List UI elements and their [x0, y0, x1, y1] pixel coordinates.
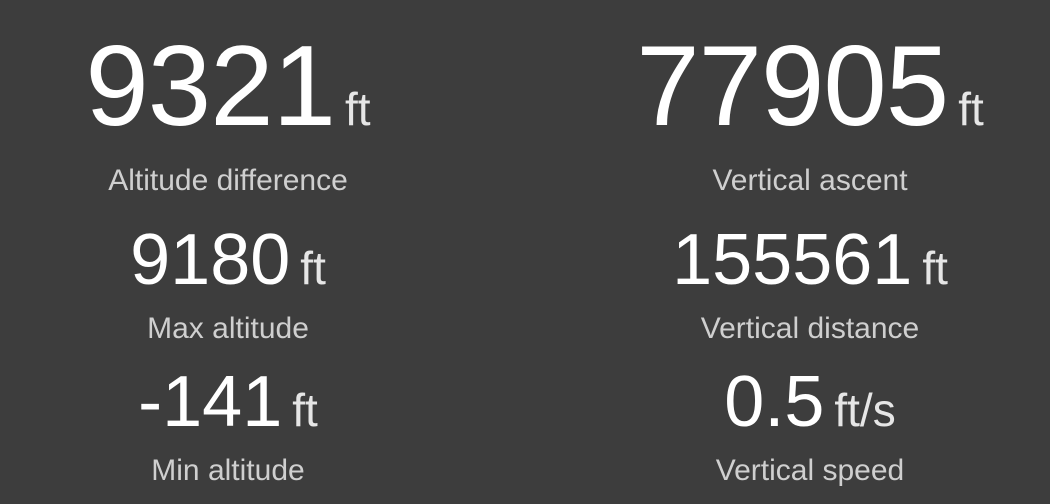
- altitude-difference-label: Altitude difference: [108, 164, 348, 197]
- vertical-distance-value-line: 155561 ft: [600, 224, 1020, 296]
- vertical-ascent-value: 77905: [636, 23, 949, 150]
- vertical-ascent-stat: 77905 ft Vertical ascent: [600, 30, 1020, 196]
- vertical-speed-stat: 0.5 ft/s Vertical speed: [600, 366, 1020, 486]
- vertical-distance-label: Vertical distance: [700, 312, 920, 345]
- altitude-difference-value-line: 9321 ft: [18, 30, 438, 144]
- vertical-speed-value: 0.5: [724, 362, 825, 442]
- vertical-speed-value-line: 0.5 ft/s: [600, 366, 1020, 438]
- max-altitude-value-line: 9180 ft: [18, 224, 438, 296]
- vertical-distance-stat: 155561 ft Vertical distance: [600, 224, 1020, 344]
- altitude-difference-value: 9321: [85, 23, 336, 150]
- min-altitude-label: Min altitude: [151, 454, 305, 487]
- max-altitude-unit: ft: [300, 242, 326, 294]
- vertical-speed-unit: ft/s: [834, 384, 896, 436]
- vertical-ascent-unit: ft: [958, 83, 984, 135]
- max-altitude-value: 9180: [130, 220, 291, 300]
- vertical-speed-label: Vertical speed: [715, 454, 905, 487]
- max-altitude-stat: 9180 ft Max altitude: [18, 224, 438, 344]
- altitude-difference-stat: 9321 ft Altitude difference: [18, 30, 438, 196]
- vertical-distance-unit: ft: [922, 242, 948, 294]
- min-altitude-unit: ft: [292, 384, 318, 436]
- vertical-ascent-label: Vertical ascent: [712, 164, 908, 197]
- max-altitude-label: Max altitude: [147, 312, 309, 345]
- min-altitude-value: -141: [138, 362, 283, 442]
- vertical-ascent-value-line: 77905 ft: [600, 30, 1020, 144]
- vertical-distance-value: 155561: [672, 220, 913, 300]
- min-altitude-value-line: -141 ft: [18, 366, 438, 438]
- min-altitude-stat: -141 ft Min altitude: [18, 366, 438, 486]
- altitude-difference-unit: ft: [345, 83, 371, 135]
